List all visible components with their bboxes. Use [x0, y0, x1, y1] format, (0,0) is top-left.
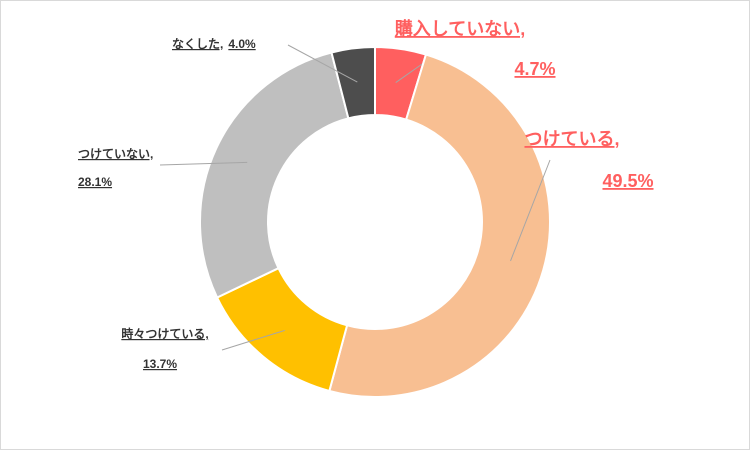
leader-line	[395, 61, 426, 83]
value-label: 28.1%	[78, 175, 112, 189]
value-label: 4.7%	[514, 59, 555, 79]
category-label: 購入していない,	[394, 18, 525, 39]
data-label: なくした, 4.0%	[172, 37, 256, 51]
data-label: つけていない, 28.1%	[78, 147, 153, 189]
donut-slice	[328, 53, 551, 398]
data-label: つけている, 49.5%	[524, 129, 653, 191]
donut-slice	[199, 51, 350, 299]
value-label: 49.5%	[602, 171, 653, 191]
category-label: 時々つけている,	[121, 326, 208, 341]
value-label: 13.7%	[143, 357, 177, 371]
value-label: 4.0%	[228, 37, 256, 51]
leader-line	[510, 159, 551, 262]
category-label: つけていない,	[78, 147, 153, 161]
leader-line	[221, 329, 285, 351]
data-label: 時々つけている, 13.7%	[121, 326, 208, 371]
leader-line	[287, 44, 358, 83]
data-label: 購入していない, 4.7%	[394, 18, 556, 79]
donut-slice	[330, 45, 376, 120]
leader-line	[159, 161, 248, 166]
category-label: つけている,	[524, 129, 619, 149]
category-label: なくした,	[172, 37, 223, 51]
